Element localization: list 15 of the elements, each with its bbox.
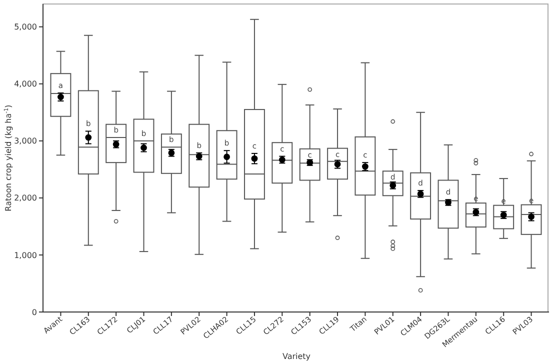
- x-axis-title: Variety: [282, 352, 311, 361]
- y-tick-label: 2,000: [14, 194, 37, 203]
- point: [362, 163, 368, 170]
- point: [445, 199, 452, 206]
- y-tick-label: 1,000: [14, 250, 37, 260]
- point: [224, 154, 230, 160]
- y-tick-label: 0: [32, 308, 37, 317]
- point: [251, 155, 258, 162]
- point: [417, 190, 424, 198]
- point: [85, 134, 92, 141]
- y-tick-label: 5,000: [14, 22, 37, 32]
- point: [334, 161, 341, 168]
- point: [58, 94, 64, 100]
- y-tick-label: 4,000: [14, 80, 37, 89]
- y-tick-label: 3,000: [14, 136, 37, 146]
